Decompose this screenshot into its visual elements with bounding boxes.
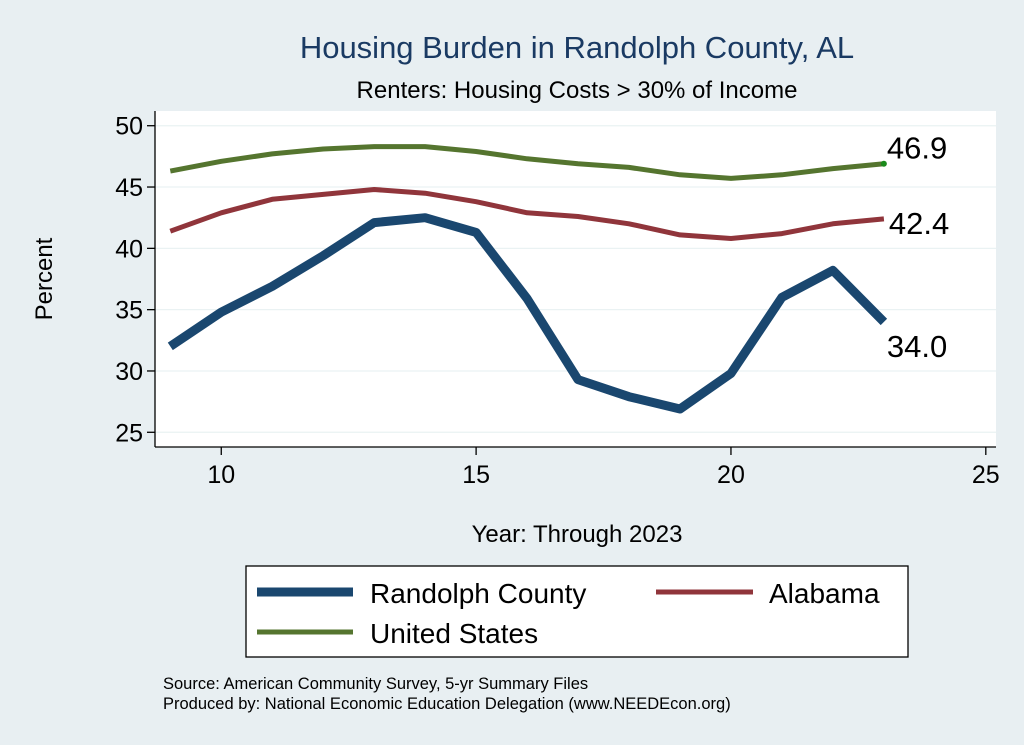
y-tick-label: 50	[115, 113, 143, 141]
produced-by-note: Produced by: National Economic Education…	[163, 695, 731, 713]
end-label-alabama: 42.4	[889, 206, 949, 241]
legend-label-united-states: United States	[370, 618, 538, 649]
y-tick-label: 35	[115, 297, 143, 325]
end-label-randolph-county: 34.0	[887, 329, 947, 364]
x-tick-label: 10	[207, 461, 235, 489]
y-tick-label: 30	[115, 358, 143, 386]
series-line-alabama	[169, 187, 885, 241]
source-note: Source: American Community Survey, 5-yr …	[163, 675, 588, 693]
x-tick-label: 25	[972, 461, 1000, 489]
y-ticks: 25 30 35 40 45 50	[115, 113, 155, 447]
end-point-marker	[880, 160, 887, 167]
chart-subtitle: Renters: Housing Costs > 30% of Income	[357, 77, 798, 104]
x-tick-label: 20	[717, 461, 745, 489]
end-labels: 34.0 42.4 46.9	[880, 131, 949, 364]
y-tick-label: 40	[115, 235, 143, 263]
series-lines	[167, 144, 888, 414]
legend-box	[245, 565, 909, 658]
end-label-united-states: 46.9	[887, 131, 947, 166]
chart-title: Housing Burden in Randolph County, AL	[300, 30, 854, 65]
x-tick-label: 15	[462, 461, 490, 489]
series-line-united-states	[169, 144, 885, 181]
x-ticks: 10 15 20 25	[207, 447, 1000, 489]
x-axis-title: Year: Through 2023	[472, 521, 683, 548]
y-axis-title: Percent	[31, 237, 58, 320]
legend-label-randolph: Randolph County	[370, 578, 586, 609]
series-line-randolph-county	[167, 213, 888, 414]
legend: Randolph County Alabama United States	[245, 565, 909, 658]
y-tick-label: 45	[115, 174, 143, 202]
axes	[154, 111, 996, 448]
y-tick-label: 25	[115, 419, 143, 447]
legend-label-alabama: Alabama	[769, 578, 880, 609]
